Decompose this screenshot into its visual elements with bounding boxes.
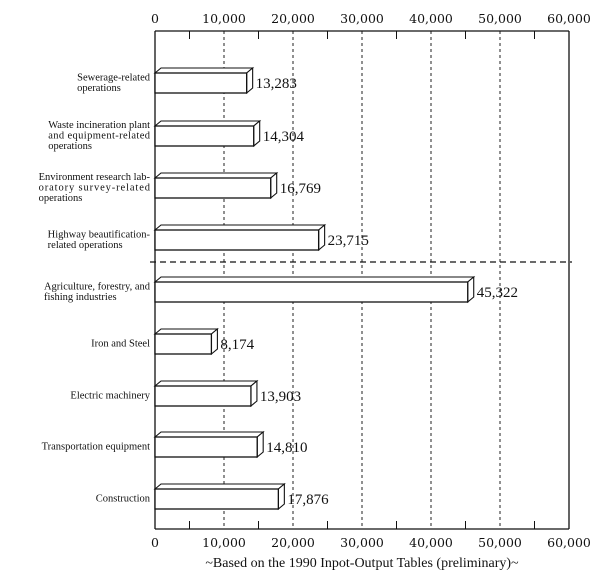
bar-front-face — [154, 281, 469, 303]
x-tick-label-bottom: 0 — [151, 535, 159, 550]
x-tick-label-bottom: 10,000 — [202, 535, 246, 550]
x-tick-label-top: 10,000 — [202, 11, 246, 26]
category-label-line: Transportation equipment — [42, 442, 150, 453]
bars: 13,283 14,304 16,769 23,715 45,322 8,174 13,90… — [153, 66, 518, 511]
bar-top-face — [153, 120, 262, 127]
x-tick-label-bottom: 30,000 — [340, 535, 384, 550]
category-label-line: operations — [48, 141, 92, 152]
category-label: Highway beautification-related operation… — [48, 229, 151, 251]
bar: 23,715 — [153, 223, 369, 252]
value-label: 16,769 — [280, 181, 321, 197]
category-label: Transportation equipment — [42, 442, 150, 453]
category-label-line: and equipment-related — [48, 131, 151, 142]
bar-front-face — [154, 436, 258, 458]
category-label-line: related operations — [48, 240, 123, 251]
bar-front-face — [154, 333, 213, 355]
value-label: 45,322 — [477, 285, 518, 301]
bar: 14,810 — [153, 430, 307, 459]
category-label-line: Waste incineration plant — [48, 120, 150, 131]
bottom-axis: 0 10,000 20,000 30,000 40,000 50,000 60,000 — [151, 521, 591, 550]
category-label-line: operations — [39, 193, 83, 204]
value-label: 13,283 — [256, 76, 297, 92]
bar-front-face — [154, 385, 252, 407]
x-tick-label-bottom: 50,000 — [478, 535, 522, 550]
x-tick-label-bottom: 60,000 — [547, 535, 591, 550]
value-label: 17,876 — [287, 492, 329, 508]
bar: 16,769 — [153, 171, 321, 200]
bar-side-face — [270, 171, 278, 200]
x-tick-label-top: 50,000 — [478, 11, 522, 26]
category-label-line: Electric machinery — [70, 391, 150, 402]
bar: 13,283 — [153, 66, 297, 95]
bar-top-face — [153, 328, 219, 335]
bar-top-face — [153, 380, 259, 387]
category-label-line: oratory survey-related — [39, 183, 151, 194]
bar-side-face — [277, 482, 285, 511]
bar-side-face — [250, 379, 258, 408]
x-tick-label-top: 20,000 — [271, 11, 315, 26]
bar-top-face — [153, 276, 476, 283]
x-tick-label-top: 60,000 — [547, 11, 591, 26]
value-label: 8,174 — [220, 337, 254, 353]
bar-top-face — [153, 67, 255, 74]
bar: 14,304 — [153, 119, 305, 148]
category-label-line: operations — [77, 83, 121, 94]
category-label-line: Agriculture, forestry, and — [44, 281, 151, 292]
bar-side-face — [318, 223, 326, 252]
bar-top-face — [153, 172, 279, 179]
top-axis: 0 10,000 20,000 30,000 40,000 50,000 60,000 — [151, 11, 591, 39]
bar-side-face — [253, 119, 261, 148]
x-axis-caption: ~Based on the 1990 Inpot-Output Tables (… — [205, 556, 519, 571]
bar: 17,876 — [153, 482, 329, 511]
category-label: Electric machinery — [70, 391, 150, 402]
x-tick-label-bottom: 20,000 — [271, 535, 315, 550]
category-label-line: Environment research lab- — [39, 172, 151, 183]
bar-side-face — [467, 275, 475, 304]
x-tick-label-top: 40,000 — [409, 11, 453, 26]
value-label: 14,304 — [263, 129, 305, 145]
bar-top-face — [153, 224, 327, 231]
bar-side-face — [256, 430, 264, 459]
bar: 13,903 — [153, 379, 301, 408]
category-label: Environment research lab-oratory survey-… — [39, 172, 151, 204]
value-label: 13,903 — [260, 389, 301, 405]
bar-side-face — [246, 66, 254, 95]
bar-side-face — [210, 327, 218, 356]
category-label-line: Sewerage-related — [77, 72, 151, 83]
value-label: 23,715 — [328, 233, 369, 249]
bar-front-face — [154, 488, 279, 510]
bar: 8,174 — [153, 327, 255, 356]
category-label-line: Highway beautification- — [48, 229, 151, 240]
bar-top-face — [153, 483, 286, 490]
value-label: 14,810 — [266, 440, 307, 456]
x-tick-label-top: 30,000 — [340, 11, 384, 26]
bar: 45,322 — [153, 275, 518, 304]
bar-front-face — [154, 72, 248, 94]
category-label-line: Iron and Steel — [91, 339, 150, 350]
bar-front-face — [154, 125, 255, 147]
bar-top-face — [153, 431, 265, 438]
bar-front-face — [154, 229, 320, 251]
x-tick-label-top: 0 — [151, 11, 159, 26]
category-label-line: fishing industries — [44, 292, 117, 303]
category-label-line: Construction — [96, 494, 151, 505]
bar-front-face — [154, 177, 272, 199]
x-tick-label-bottom: 40,000 — [409, 535, 453, 550]
category-label: Iron and Steel — [91, 339, 150, 350]
category-label: Construction — [96, 494, 151, 505]
